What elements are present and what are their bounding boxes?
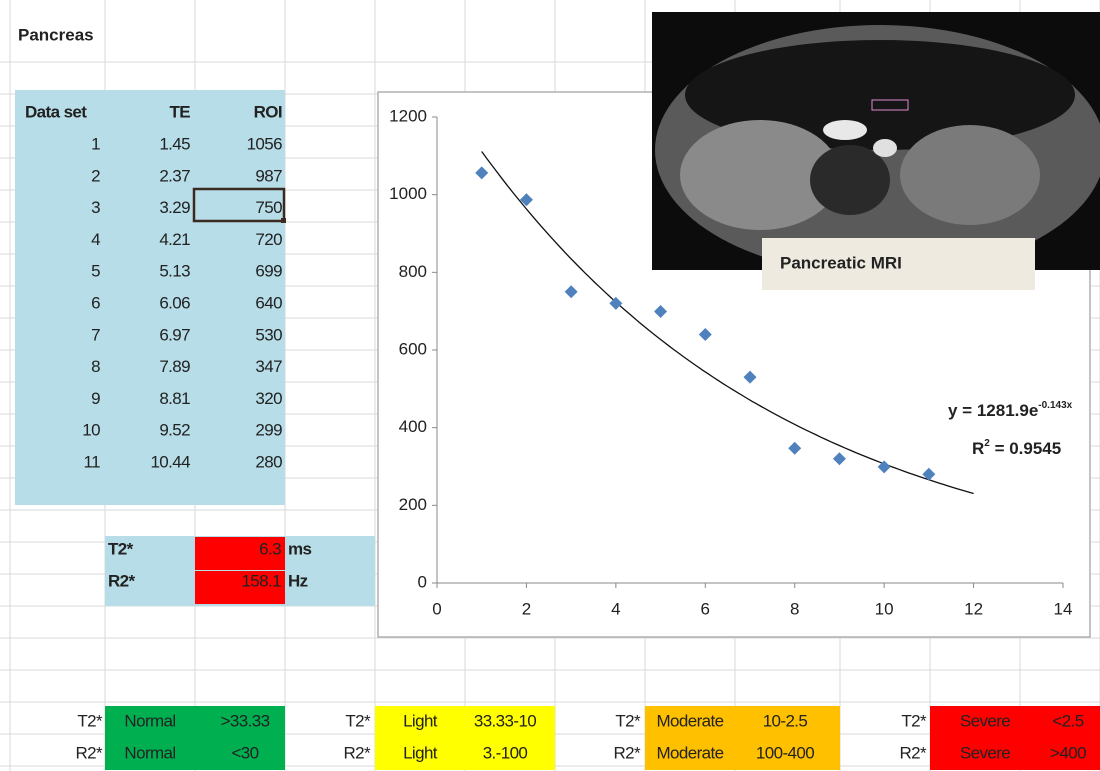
table-cell: 3 <box>91 198 100 217</box>
table-cell: 10 <box>82 421 100 440</box>
severity-row-label: T2* <box>615 711 641 730</box>
table-cell: 347 <box>255 357 282 376</box>
table-header: Data set <box>25 102 87 121</box>
y-tick-label: 800 <box>399 262 427 281</box>
table-cell: 5 <box>91 262 100 281</box>
table-cell: 699 <box>255 262 282 281</box>
severity-level: Normal <box>124 743 175 762</box>
y-tick-label: 0 <box>418 572 427 591</box>
x-tick-label: 4 <box>611 599 620 618</box>
image-caption: Pancreatic MRI <box>780 253 902 272</box>
result-label: R2* <box>108 571 136 590</box>
table-cell: 750 <box>255 198 282 217</box>
table-cell: 280 <box>255 452 282 471</box>
y-tick-label: 400 <box>399 417 427 436</box>
severity-range: 10-2.5 <box>763 711 808 730</box>
y-tick-label: 1200 <box>389 106 427 125</box>
severity-range: <30 <box>231 743 258 762</box>
table-cell: 7 <box>91 325 100 344</box>
table-cell: 9 <box>91 389 100 408</box>
mri-vessel <box>873 139 897 157</box>
equation-exponent: -0.143x <box>1038 400 1072 411</box>
severity-row-label: R2* <box>343 743 371 762</box>
table-cell: 7.89 <box>159 357 190 376</box>
result-unit: Hz <box>288 571 308 590</box>
sheet-title: Pancreas <box>18 25 94 44</box>
x-tick-label: 8 <box>790 599 799 618</box>
table-cell: 2 <box>91 166 100 185</box>
x-tick-label: 14 <box>1054 599 1073 618</box>
x-tick-label: 6 <box>701 599 710 618</box>
table-cell: 6.97 <box>159 325 190 344</box>
severity-range: 100-400 <box>756 743 814 762</box>
table-cell: 8.81 <box>159 389 190 408</box>
equation-text: y = 1281.9e <box>948 401 1038 420</box>
table-cell: 4 <box>91 230 100 249</box>
severity-range: 3.-100 <box>483 743 528 762</box>
severity-level: Moderate <box>656 711 723 730</box>
severity-row-label: T2* <box>77 711 103 730</box>
result-value: 6.3 <box>259 539 281 558</box>
severity-row-label: R2* <box>613 743 641 762</box>
table-cell: 720 <box>255 230 282 249</box>
x-tick-label: 10 <box>875 599 894 618</box>
table-cell: 530 <box>255 325 282 344</box>
table-cell: 1.45 <box>159 134 190 153</box>
x-tick-label: 12 <box>964 599 983 618</box>
severity-level: Severe <box>960 711 1010 730</box>
table-cell: 8 <box>91 357 100 376</box>
r-squared-value: = 0.9545 <box>990 439 1061 458</box>
table-cell: 6 <box>91 293 100 312</box>
table-cell: 1056 <box>247 134 283 153</box>
table-cell: 3.29 <box>159 198 190 217</box>
table-header: ROI <box>254 102 282 121</box>
severity-level: Light <box>403 743 438 762</box>
x-tick-label: 0 <box>432 599 441 618</box>
spreadsheet-screenshot: PancreasData setTEROI11.45105622.3798733… <box>0 0 1100 771</box>
y-tick-label: 600 <box>399 339 427 358</box>
result-label: T2* <box>108 539 134 558</box>
table-cell: 4.21 <box>159 230 190 249</box>
table-cell: 640 <box>255 293 282 312</box>
result-value: 158.1 <box>241 571 281 590</box>
x-tick-label: 2 <box>522 599 531 618</box>
severity-level: Light <box>403 711 438 730</box>
severity-range: >400 <box>1050 743 1086 762</box>
result-unit: ms <box>288 539 312 558</box>
severity-level: Normal <box>124 711 175 730</box>
selection-handle <box>281 218 286 223</box>
severity-row-label: R2* <box>899 743 927 762</box>
mri-vessel <box>823 120 867 140</box>
table-cell: 2.37 <box>159 166 190 185</box>
table-background <box>15 90 285 505</box>
severity-range: >33.33 <box>221 711 270 730</box>
y-tick-label: 1000 <box>389 184 427 203</box>
table-header: TE <box>169 102 190 121</box>
table-cell: 1 <box>91 134 100 153</box>
table-cell: 6.06 <box>159 293 190 312</box>
table-cell: 10.44 <box>150 452 190 471</box>
mri-organ <box>810 145 890 215</box>
severity-row-label: R2* <box>75 743 103 762</box>
table-cell: 320 <box>255 389 282 408</box>
table-cell: 9.52 <box>159 421 190 440</box>
mri-organ <box>900 125 1040 225</box>
severity-range: 33.33-10 <box>474 711 536 730</box>
severity-level: Moderate <box>656 743 723 762</box>
severity-row-label: T2* <box>901 711 927 730</box>
severity-level: Severe <box>960 743 1010 762</box>
table-cell: 11 <box>84 452 101 471</box>
severity-row-label: T2* <box>345 711 371 730</box>
severity-range: <2.5 <box>1052 711 1083 730</box>
mri-image <box>652 12 1100 275</box>
r-squared-text: R <box>972 439 984 458</box>
table-cell: 987 <box>255 166 282 185</box>
table-cell: 5.13 <box>159 262 190 281</box>
y-tick-label: 200 <box>399 495 427 514</box>
table-cell: 299 <box>255 421 282 440</box>
